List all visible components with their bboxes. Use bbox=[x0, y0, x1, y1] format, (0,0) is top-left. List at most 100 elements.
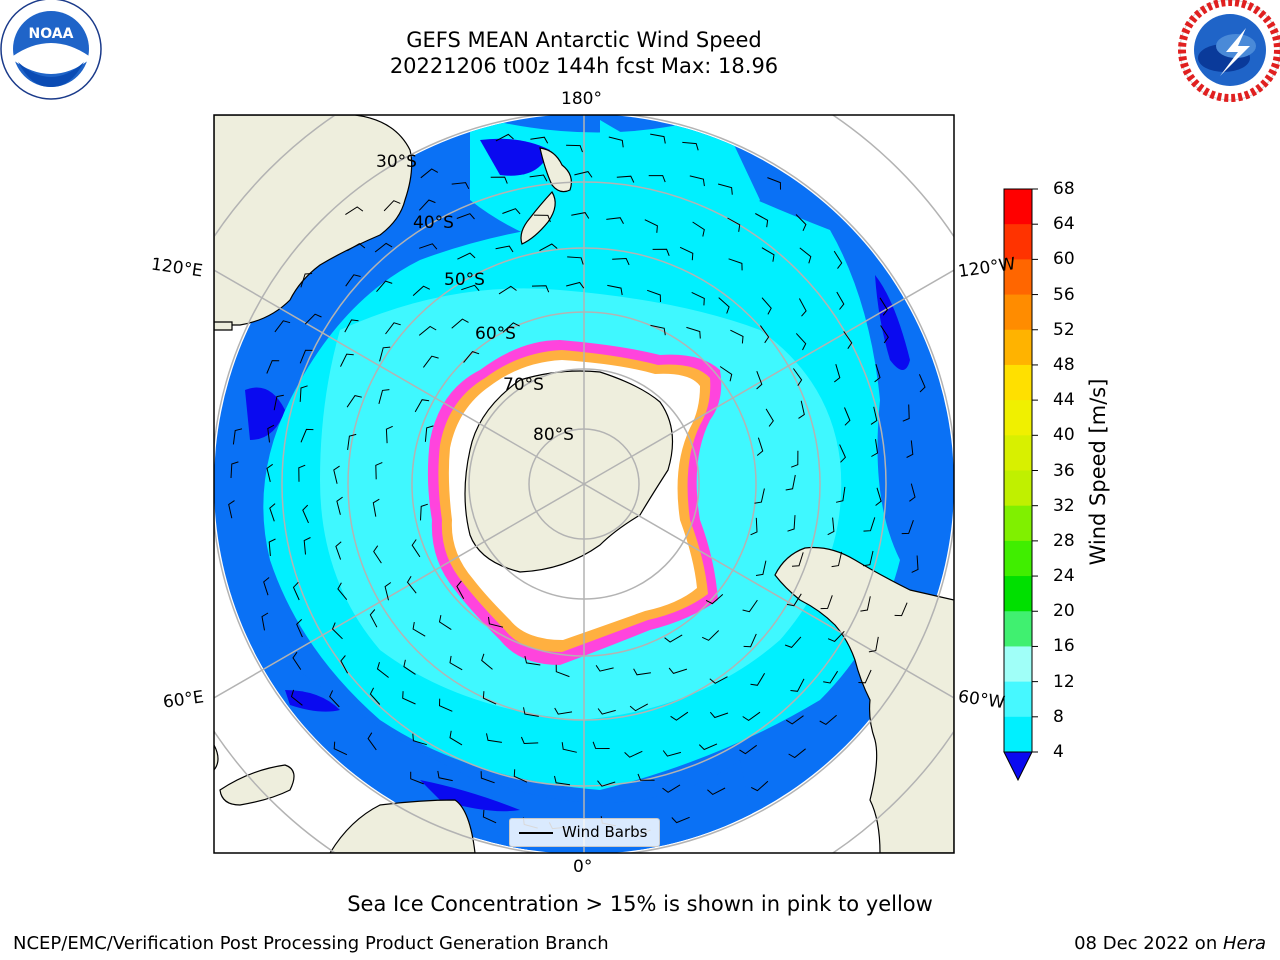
wind-barb bbox=[438, 698, 453, 712]
wind-barb bbox=[410, 771, 424, 785]
wind-barb bbox=[539, 243, 558, 252]
wind-barb bbox=[750, 673, 766, 686]
wind-barb bbox=[739, 744, 757, 755]
wind-barb bbox=[269, 503, 276, 522]
colorbar-tick-label: 8 bbox=[1053, 706, 1064, 727]
colorbar-tick-label: 48 bbox=[1053, 354, 1075, 375]
colorbar-tick-label: 64 bbox=[1053, 214, 1075, 235]
wind-barb bbox=[791, 552, 804, 567]
wind-barb bbox=[300, 273, 313, 288]
wind-barb bbox=[671, 816, 690, 824]
wind-barb bbox=[376, 662, 389, 678]
wind-barb bbox=[727, 217, 741, 232]
wind-barb bbox=[304, 313, 322, 325]
wind-barb bbox=[719, 366, 733, 382]
wind-barb bbox=[767, 177, 781, 190]
wind-barb bbox=[463, 351, 480, 363]
wind-barb bbox=[799, 247, 812, 264]
wind-barb bbox=[292, 581, 300, 601]
lat-label-60s: 60°S bbox=[475, 324, 516, 344]
wind-barb bbox=[566, 144, 583, 153]
colorbar-title: Wind Speed [m/s] bbox=[1086, 378, 1110, 566]
wind-barb bbox=[367, 732, 377, 751]
colorbar-tick-label: 20 bbox=[1053, 601, 1075, 622]
wind-barb bbox=[787, 515, 796, 532]
wind-barb bbox=[728, 258, 743, 271]
colorbar-tick-label: 32 bbox=[1053, 495, 1075, 516]
legend-label: Wind Barbs bbox=[562, 823, 648, 841]
wind-barbs bbox=[228, 133, 926, 836]
colorbar-segment bbox=[1004, 435, 1032, 471]
wind-barb bbox=[637, 773, 655, 781]
colorbar-segment bbox=[1004, 189, 1032, 225]
wind-barb bbox=[644, 219, 658, 233]
colorbar-tick-label: 16 bbox=[1053, 636, 1075, 657]
colorbar-segment bbox=[1004, 505, 1032, 542]
wind-barb bbox=[329, 690, 340, 708]
wind-barb bbox=[266, 463, 273, 483]
colorbar-tick-label: 40 bbox=[1053, 425, 1075, 446]
wind-barb bbox=[836, 291, 845, 310]
wind-barb bbox=[835, 486, 846, 503]
wind-barb bbox=[457, 252, 476, 260]
wind-barb bbox=[862, 550, 874, 567]
lat-label-40s: 40°S bbox=[413, 213, 454, 233]
wind-barb bbox=[300, 428, 314, 443]
wind-barb bbox=[261, 612, 269, 631]
wind-barb bbox=[424, 425, 434, 442]
wind-barb bbox=[488, 616, 504, 628]
wind-barb bbox=[490, 176, 508, 184]
wind-barb bbox=[901, 520, 914, 535]
colorbar-tick-label: 60 bbox=[1053, 249, 1075, 270]
wind-barb bbox=[788, 748, 806, 759]
colorbar-tick-label: 68 bbox=[1053, 179, 1075, 199]
wind-barb bbox=[906, 440, 914, 458]
wind-barb bbox=[266, 360, 280, 374]
wind-barb bbox=[520, 736, 539, 745]
wind-barb bbox=[791, 450, 799, 468]
wind-barb bbox=[336, 496, 343, 515]
lon-label-180: 180° bbox=[561, 89, 602, 109]
wind-barb bbox=[831, 551, 843, 568]
wind-barb bbox=[843, 331, 853, 349]
wind-barb bbox=[292, 651, 302, 670]
wind-barb bbox=[402, 691, 416, 705]
wind-barb bbox=[698, 743, 718, 751]
wind-barb bbox=[743, 633, 757, 648]
wind-barb bbox=[823, 670, 839, 684]
wind-barb bbox=[691, 291, 705, 306]
wind-barb bbox=[742, 711, 761, 722]
wind-barb bbox=[273, 394, 284, 411]
wind-barb bbox=[833, 250, 843, 269]
wind-barb bbox=[420, 503, 428, 521]
wind-barb bbox=[481, 653, 493, 670]
lat-label-80s: 80°S bbox=[533, 425, 574, 445]
wind-barb bbox=[274, 320, 291, 333]
wind-barb bbox=[761, 297, 772, 315]
wind-barb bbox=[870, 406, 878, 425]
colorbar-segment bbox=[1004, 716, 1032, 753]
wind-barb bbox=[385, 322, 401, 335]
colorbar-segment bbox=[1004, 611, 1032, 647]
wind-barb bbox=[871, 439, 879, 457]
wind-barb bbox=[554, 775, 571, 786]
wind-barb bbox=[652, 248, 670, 256]
wind-barb bbox=[335, 541, 342, 560]
wind-barb bbox=[340, 353, 354, 367]
wind-barb bbox=[718, 297, 730, 314]
wind-barb bbox=[650, 324, 666, 336]
colorbar-segment bbox=[1004, 329, 1032, 366]
wind-barb bbox=[662, 750, 682, 757]
wind-barb bbox=[480, 771, 495, 784]
colorbar-segment bbox=[1004, 646, 1032, 683]
wind-barb bbox=[879, 297, 889, 316]
noaa-logo-text: NOAA bbox=[29, 26, 74, 42]
colorbar-tick-label: 56 bbox=[1053, 284, 1075, 305]
wind-barb bbox=[299, 349, 313, 364]
wind-barb bbox=[750, 517, 758, 536]
wind-barbs-legend: Wind Barbs bbox=[509, 818, 660, 847]
wind-barb bbox=[595, 665, 614, 672]
wind-barb bbox=[759, 325, 770, 344]
wind-barb bbox=[340, 655, 349, 674]
wind-barb bbox=[495, 245, 514, 253]
